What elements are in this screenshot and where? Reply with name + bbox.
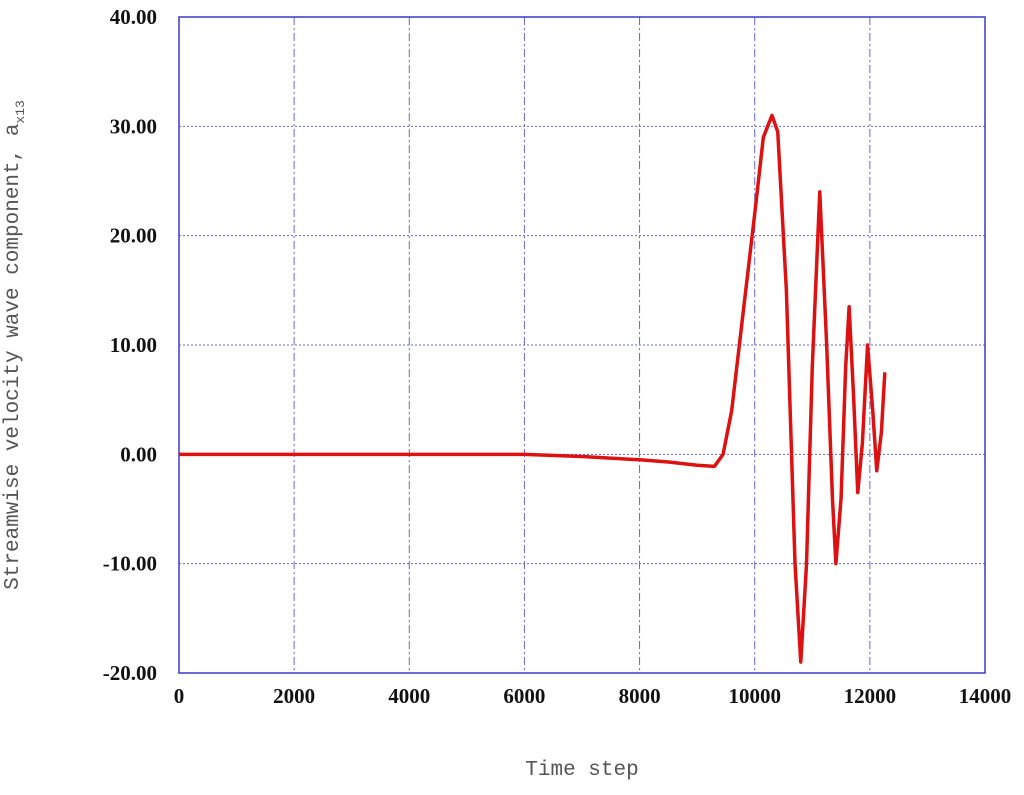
y-tick-label: -10.00 bbox=[103, 552, 157, 576]
plot-frame bbox=[178, 16, 986, 674]
x-tick-label: 2000 bbox=[273, 684, 315, 708]
x-tick-label: 0 bbox=[174, 684, 185, 708]
x-tick-label: 4000 bbox=[388, 684, 430, 708]
y-tick-label: 30.00 bbox=[110, 114, 157, 138]
x-tick-label: 8000 bbox=[619, 684, 661, 708]
x-tick-label: 6000 bbox=[503, 684, 545, 708]
x-axis-label: Time step bbox=[525, 759, 638, 782]
y-tick-label: -20.00 bbox=[103, 661, 157, 685]
y-tick-label: 10.00 bbox=[110, 333, 157, 357]
x-tick-label: 10000 bbox=[728, 684, 781, 708]
x-tick-label: 14000 bbox=[959, 684, 1012, 708]
y-axis-label-subscript: x13 bbox=[13, 100, 28, 123]
y-tick-label: 40.00 bbox=[110, 5, 157, 29]
data-line bbox=[179, 113, 887, 664]
y-axis-label-main: Streamwise velocity wave component, a bbox=[2, 124, 25, 590]
y-tick-label: 0.00 bbox=[120, 442, 157, 466]
x-tick-label: 12000 bbox=[844, 684, 897, 708]
y-axis-label: Streamwise velocity wave component, ax13 bbox=[2, 100, 28, 590]
y-tick-label: 20.00 bbox=[110, 224, 157, 248]
